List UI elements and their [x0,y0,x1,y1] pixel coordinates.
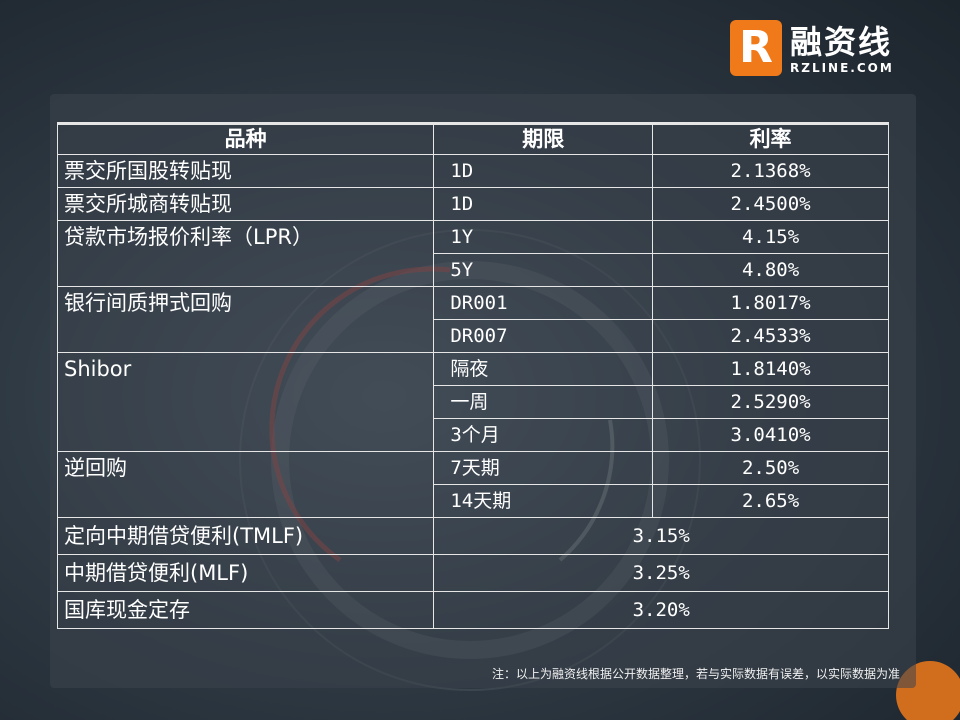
rate-cell: 2.4533% [652,319,889,353]
product-cell: 定向中期借贷便利(TMLF) [56,517,435,555]
rate-cell: 3.15% [433,517,889,555]
table-row: 14天期 2.65% [58,484,889,518]
product-cell: 国库现金定存 [56,591,435,629]
product-cell: 银行间质押式回购 [56,286,435,353]
rate-cell: 2.5290% [652,385,889,419]
table-row: 逆回购 7天期 2.50% [56,451,889,518]
product-cell: 中期借贷便利(MLF) [56,554,435,592]
product-cell: 票交所国股转贴现 [56,154,435,188]
product-cell: 逆回购 [56,451,435,518]
rate-cell: 3.25% [433,554,889,592]
term-cell: 隔夜 [433,352,654,386]
rate-cell: 1.8017% [652,286,889,320]
term-cell: 1Y [433,220,654,254]
term-cell: 3个月 [433,418,654,452]
product-cell: 贷款市场报价利率（LPR） [56,220,435,287]
term-cell: 7天期 [433,451,654,485]
term-cell: DR007 [433,319,654,353]
table-row: 一周 2.5290% [58,385,889,419]
table-row: 贷款市场报价利率（LPR） 1Y 4.15% [56,220,889,287]
header-rate: 利率 [652,123,889,155]
table-row: 票交所国股转贴现 1D 2.1368% [56,154,889,188]
term-cell: 一周 [433,385,654,419]
disclaimer-note: 注：以上为融资线根据公开数据整理，若与实际数据有误差，以实际数据为准 [491,667,900,681]
term-cell: 5Y [433,253,654,287]
table-row: DR007 2.4533% [58,319,889,353]
logo-mark-letter: R [739,22,773,73]
rate-cell: 3.20% [433,591,889,629]
term-cell: 1D [433,154,654,188]
rate-cell: 2.65% [652,484,889,518]
table-row: 中期借贷便利(MLF) 3.25% [56,554,889,592]
table-row: Shibor 隔夜 1.8140% [56,352,889,452]
product-cell: 票交所城商转贴现 [56,187,435,221]
table-row: 定向中期借贷便利(TMLF) 3.15% [56,517,889,555]
logo-mark: R [730,20,782,76]
logo-chinese-name: 融资线 [790,23,893,61]
table-row: 票交所城商转贴现 1D 2.4500% [56,187,889,221]
table-header-row: 品种 期限 利率 [56,123,889,155]
product-cell: Shibor [56,352,435,452]
term-cell: DR001 [433,286,654,320]
table-row: 3个月 3.0410% [58,418,889,452]
rate-cell: 2.50% [652,451,889,485]
header-term: 期限 [433,123,654,155]
rate-cell: 4.15% [652,220,889,254]
logo-domain: RZLINE.COM [790,61,894,75]
rzline-logo: R 融资线 RZLINE.COM [730,20,930,80]
table-row: 国库现金定存 3.20% [56,591,889,629]
term-cell: 1D [433,187,654,221]
rate-cell: 4.80% [652,253,889,287]
rate-cell: 2.4500% [652,187,889,221]
rate-cell: 1.8140% [652,352,889,386]
rate-cell: 2.1368% [652,154,889,188]
term-cell: 14天期 [433,484,654,518]
table-row: 银行间质押式回购 DR001 1.8017% [56,286,889,353]
interest-rate-table: 品种 期限 利率 票交所国股转贴现 1D 2.1368% 票交所城商转贴现 1D… [56,122,889,629]
header-product: 品种 [56,123,435,155]
rate-cell: 3.0410% [652,418,889,452]
